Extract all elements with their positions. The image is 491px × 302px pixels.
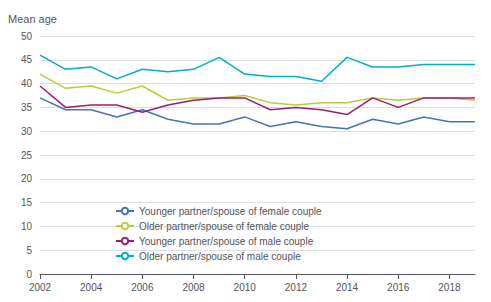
svg-text:0: 0 <box>26 269 32 280</box>
svg-text:2008: 2008 <box>182 282 205 293</box>
svg-text:35: 35 <box>21 102 33 113</box>
svg-text:Younger partner/spouse of male: Younger partner/spouse of male couple <box>139 236 314 247</box>
svg-text:2004: 2004 <box>80 282 103 293</box>
svg-text:Older partner/spouse of male c: Older partner/spouse of male couple <box>139 251 301 262</box>
svg-text:Younger partner/spouse of fema: Younger partner/spouse of female couple <box>139 206 322 217</box>
svg-text:Older partner/spouse of female: Older partner/spouse of female couple <box>139 221 310 232</box>
svg-text:10: 10 <box>21 221 33 232</box>
svg-text:20: 20 <box>21 173 33 184</box>
svg-text:2010: 2010 <box>234 282 257 293</box>
svg-text:5: 5 <box>26 245 32 256</box>
svg-text:40: 40 <box>21 78 33 89</box>
svg-text:2018: 2018 <box>438 282 461 293</box>
svg-text:15: 15 <box>21 197 33 208</box>
svg-text:Mean age: Mean age <box>8 13 57 25</box>
svg-text:45: 45 <box>21 54 33 65</box>
svg-text:2006: 2006 <box>131 282 154 293</box>
svg-text:2012: 2012 <box>285 282 308 293</box>
svg-text:50: 50 <box>21 31 33 42</box>
svg-text:2002: 2002 <box>29 282 52 293</box>
svg-text:25: 25 <box>21 150 33 161</box>
svg-text:30: 30 <box>21 126 33 137</box>
svg-text:2014: 2014 <box>336 282 359 293</box>
svg-text:2016: 2016 <box>387 282 410 293</box>
